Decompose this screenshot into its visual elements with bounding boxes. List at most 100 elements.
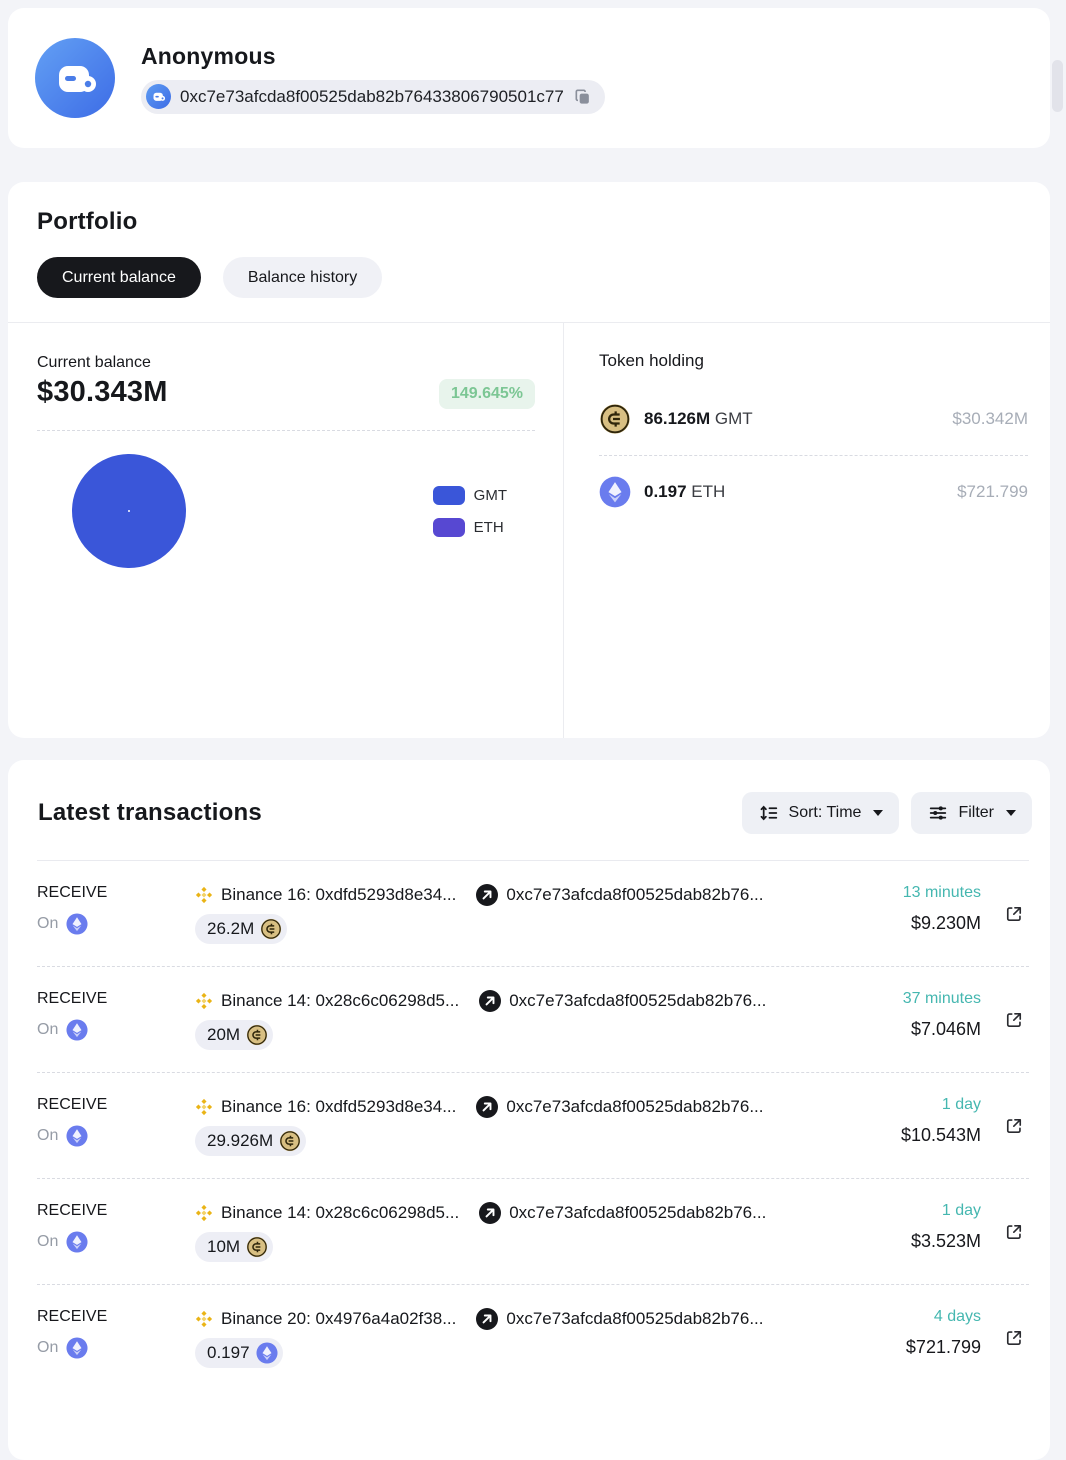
- external-link-icon[interactable]: [981, 903, 1029, 925]
- wallet-address: 0xc7e73afcda8f00525dab82b76433806790501c…: [180, 86, 564, 106]
- wallet-name: Anonymous: [141, 42, 276, 69]
- arrow-northeast-icon: [476, 1096, 499, 1118]
- tx-sender-address[interactable]: Binance 16: 0xdfd5293d8e34...: [221, 1097, 457, 1116]
- transactions-list: RECEIVE On Binance 16: 0xdfd5293d8e34...…: [37, 861, 1029, 1390]
- tx-usd-value: $10.543M: [900, 1125, 981, 1145]
- legend-item-gmt: GMT: [432, 485, 507, 505]
- legend-item-eth: ETH: [432, 517, 507, 537]
- tx-recipient-address[interactable]: 0xc7e73afcda8f00525dab82b76...: [509, 991, 767, 1010]
- gmt-coin-icon: [260, 918, 283, 940]
- eth-network-icon: [66, 1125, 88, 1147]
- tx-amount-pill: 10M: [195, 1232, 274, 1262]
- portfolio-tabs: Current balance Balance history: [37, 257, 1021, 298]
- tx-usd-value: $3.523M: [910, 1231, 981, 1251]
- legend-swatch-eth: [432, 517, 465, 537]
- arrow-northeast-icon: [476, 884, 499, 906]
- tx-on-label: On: [37, 1127, 59, 1144]
- tx-on-label: On: [37, 915, 59, 932]
- gmt-coin-icon: [246, 1236, 268, 1258]
- tx-amount: 10M: [207, 1237, 241, 1256]
- gmt-coin-icon: [279, 1130, 302, 1152]
- tx-direction: RECEIVE: [37, 1096, 108, 1113]
- tx-amount-pill: 20M: [195, 1020, 274, 1050]
- arrow-northeast-icon: [479, 990, 502, 1012]
- chevron-down-icon: [873, 810, 884, 816]
- gmt-coin-icon: [246, 1024, 268, 1046]
- tx-on-label: On: [37, 1233, 59, 1250]
- tx-recipient-address[interactable]: 0xc7e73afcda8f00525dab82b76...: [509, 1203, 767, 1222]
- sort-button-label: Sort: Time: [788, 804, 862, 821]
- transaction-row: RECEIVE On Binance 14: 0x28c6c06298d5...…: [37, 1178, 1029, 1284]
- external-link-icon[interactable]: [981, 1327, 1029, 1349]
- tx-on-label: On: [37, 1021, 59, 1038]
- arrow-northeast-icon: [479, 1202, 502, 1224]
- eth-network-icon: [66, 1019, 88, 1041]
- tx-time: 1 day: [941, 1096, 981, 1113]
- tx-amount: 29.926M: [207, 1131, 274, 1150]
- chevron-down-icon: [1006, 810, 1016, 816]
- current-balance-label: Current balance: [37, 354, 151, 371]
- token-amount: 0.197: [644, 482, 687, 501]
- arrow-northeast-icon: [476, 1308, 499, 1330]
- filter-icon: [930, 805, 947, 821]
- token-amount: 86.126M: [644, 409, 711, 428]
- page-scrollbar[interactable]: [1052, 60, 1063, 112]
- chart-legend: GMT ETH: [432, 485, 507, 537]
- tx-usd-value: $9.230M: [910, 913, 981, 933]
- token-usd-value: $721.799: [957, 482, 1028, 501]
- tab-balance-history[interactable]: Balance history: [222, 257, 383, 298]
- filter-button[interactable]: Filter: [911, 792, 1032, 834]
- current-balance-value: $30.343M: [37, 376, 168, 408]
- tx-recipient-address[interactable]: 0xc7e73afcda8f00525dab82b76...: [506, 885, 764, 904]
- tx-time: 1 day: [941, 1202, 981, 1219]
- transactions-title: Latest transactions: [38, 799, 262, 826]
- token-symbol: GMT: [714, 409, 753, 428]
- binance-icon: [195, 1204, 213, 1222]
- binance-icon: [195, 1098, 213, 1116]
- tx-sender-address[interactable]: Binance 16: 0xdfd5293d8e34...: [221, 885, 457, 904]
- sort-button[interactable]: Sort: Time: [741, 792, 900, 834]
- tab-current-balance[interactable]: Current balance: [37, 257, 201, 298]
- transaction-row: RECEIVE On Binance 16: 0xdfd5293d8e34...…: [37, 861, 1029, 966]
- token-usd-value: $30.342M: [952, 409, 1028, 428]
- tx-sender-address[interactable]: Binance 20: 0x4976a4a02f38...: [221, 1309, 457, 1328]
- eth-network-icon: [66, 1337, 88, 1359]
- tx-usd-value: $721.799: [905, 1337, 981, 1357]
- tx-direction: RECEIVE: [37, 990, 108, 1007]
- binance-icon: [195, 992, 213, 1010]
- tx-sender-address[interactable]: Binance 14: 0x28c6c06298d5...: [221, 1203, 460, 1222]
- balance-change-badge: 149.645%: [438, 379, 535, 409]
- divider: [37, 430, 535, 431]
- sort-icon: [760, 805, 777, 821]
- eth-network-icon: [66, 913, 88, 935]
- tx-sender-address[interactable]: Binance 14: 0x28c6c06298d5...: [221, 991, 460, 1010]
- tx-recipient-address[interactable]: 0xc7e73afcda8f00525dab82b76...: [506, 1097, 764, 1116]
- eth-coin-icon: [599, 476, 631, 508]
- legend-label: GMT: [473, 486, 507, 504]
- wallet-address-pill[interactable]: 0xc7e73afcda8f00525dab82b76433806790501c…: [141, 79, 605, 114]
- tx-amount: 26.2M: [207, 919, 255, 938]
- token-row-gmt[interactable]: 86.126M GMT $30.342M: [599, 383, 1028, 455]
- tx-amount: 20M: [207, 1025, 241, 1044]
- copy-icon[interactable]: [573, 87, 593, 107]
- wallet-icon: [59, 66, 96, 92]
- portfolio-card: Portfolio Current balance Balance histor…: [8, 182, 1050, 738]
- token-row-eth[interactable]: 0.197 ETH $721.799: [599, 455, 1028, 528]
- external-link-icon[interactable]: [981, 1115, 1029, 1137]
- tx-recipient-address[interactable]: 0xc7e73afcda8f00525dab82b76...: [506, 1309, 764, 1328]
- tx-amount-pill: 0.197: [195, 1338, 283, 1368]
- external-link-icon[interactable]: [981, 1221, 1029, 1243]
- filter-button-label: Filter: [958, 804, 994, 821]
- eth-network-icon: [66, 1231, 88, 1253]
- binance-icon: [195, 886, 213, 904]
- wallet-avatar: [35, 38, 115, 118]
- legend-swatch-gmt: [432, 485, 465, 505]
- tx-time: 4 days: [933, 1308, 981, 1325]
- external-link-icon[interactable]: [981, 1009, 1029, 1031]
- eth-coin-icon: [256, 1342, 278, 1364]
- tx-amount-pill: 26.2M: [195, 914, 288, 944]
- portfolio-title: Portfolio: [37, 208, 138, 235]
- tx-direction: RECEIVE: [37, 1308, 108, 1325]
- legend-label: ETH: [473, 518, 504, 536]
- divider: [37, 860, 1029, 861]
